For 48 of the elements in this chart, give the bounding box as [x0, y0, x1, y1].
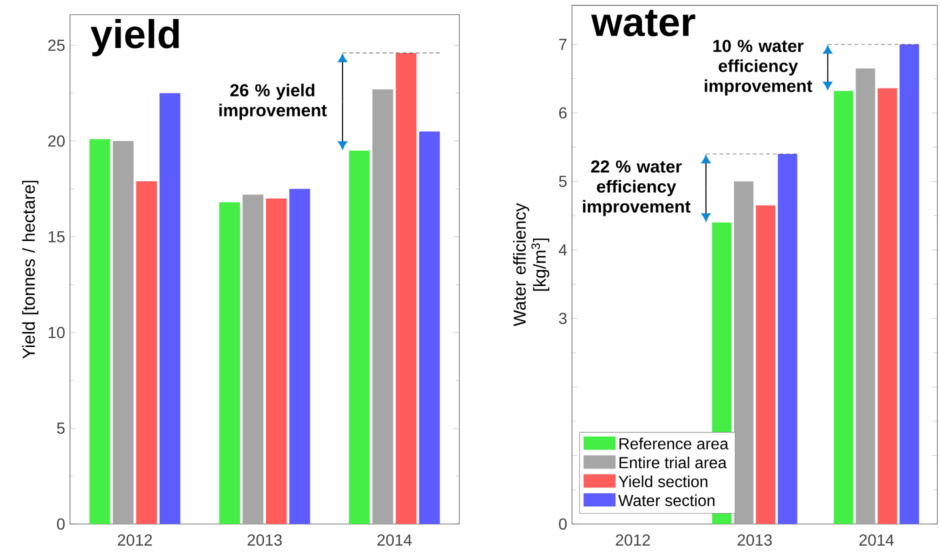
y-tick-label: 5: [57, 422, 65, 434]
chart-title: yield: [90, 18, 179, 56]
bar: [734, 181, 754, 524]
bar: [160, 93, 180, 524]
y-tick-label: 5: [559, 176, 567, 187]
bar: [878, 88, 898, 524]
annotation: 26 % yield improvement: [219, 84, 327, 120]
y-axis-title: Water efficiency [kg/m$^{3}$]: [513, 202, 550, 326]
bar: [112, 140, 134, 524]
bar: [136, 181, 157, 524]
y-tick-label: 6: [559, 107, 567, 118]
bar: [219, 202, 240, 524]
x-tick-label: 2013: [738, 534, 772, 546]
bar: [419, 131, 440, 524]
y-tick-label: 20: [48, 135, 65, 147]
y-tick-label: 0: [57, 518, 65, 530]
y-tick-label: 0: [559, 518, 567, 530]
x-tick-label: 2012: [118, 534, 152, 546]
chart-title: water: [591, 10, 696, 36]
bar: [349, 150, 370, 524]
bar: [89, 138, 110, 524]
x-tick-label: 2012: [616, 534, 650, 546]
bar: [242, 194, 264, 524]
y-tick-label: 10: [48, 326, 65, 338]
legend-label: Entire trial area: [620, 456, 727, 468]
bar: [372, 89, 394, 524]
bar: [756, 205, 776, 524]
legend-label: Reference area: [620, 437, 728, 450]
bar: [778, 154, 798, 524]
annotation: 10 % water efficiency improvement: [704, 40, 812, 96]
legend-label: Water section: [618, 494, 714, 506]
bar: [856, 68, 876, 524]
x-tick-label: 2014: [859, 534, 894, 546]
y-tick-label: 25: [48, 39, 65, 51]
y-tick-label: 7: [559, 38, 566, 50]
x-tick-label: 2014: [377, 534, 412, 546]
legend-label: Yield section: [618, 475, 708, 488]
bar: [266, 198, 287, 524]
bar: [289, 188, 310, 524]
annotation: 22 % water efficiency improvement: [583, 160, 690, 216]
y-tick-label: 4: [558, 244, 567, 256]
bar: [900, 44, 920, 524]
y-axis-title: Yield [tonnes / hectare]: [22, 180, 38, 359]
bar: [834, 90, 854, 524]
y-tick-label: 15: [48, 231, 65, 242]
y-tick-label: 3: [559, 312, 567, 324]
x-tick-label: 2013: [248, 534, 282, 546]
bar: [396, 52, 417, 524]
